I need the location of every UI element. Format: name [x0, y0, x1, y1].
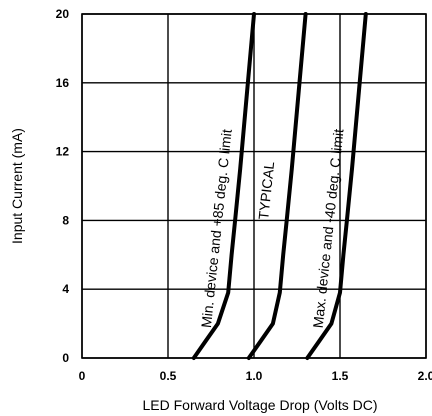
- x-tick-label: 0.5: [160, 369, 177, 383]
- series-annotation-1: Min. device and +85 deg. C limit: [198, 128, 235, 328]
- y-tick-label: 0: [62, 351, 69, 365]
- y-tick-label: 12: [56, 145, 70, 159]
- y-axis-label: Input Current (mA): [9, 128, 25, 244]
- x-tick-label: 1.0: [246, 369, 263, 383]
- x-tick-label: 0: [79, 369, 86, 383]
- x-axis-label: LED Forward Voltage Drop (Volts DC): [143, 397, 378, 413]
- y-tick-label: 8: [62, 213, 69, 227]
- y-tick-labels: 0 4 8 12 16 20: [56, 7, 70, 365]
- y-tick-label: 4: [62, 282, 69, 296]
- series-annotation-2: TYPICAL: [255, 161, 277, 221]
- x-tick-label: 2.0: [418, 369, 432, 383]
- grid: [81, 13, 427, 359]
- series-line-3: [305, 12, 368, 360]
- y-tick-label: 20: [56, 7, 70, 21]
- x-tick-label: 1.5: [332, 369, 349, 383]
- series-line-1: [191, 12, 256, 360]
- series-lines: [191, 12, 368, 360]
- series-annotation-3: Max. device and -40 deg. C limit: [310, 128, 347, 329]
- series-line-2: [246, 12, 308, 360]
- y-tick-label: 16: [56, 76, 70, 90]
- series-annotations: Min. device and +85 deg. C limit TYPICAL M…: [198, 128, 347, 329]
- x-tick-labels: 0 0.5 1.0 1.5 2.0: [79, 369, 432, 383]
